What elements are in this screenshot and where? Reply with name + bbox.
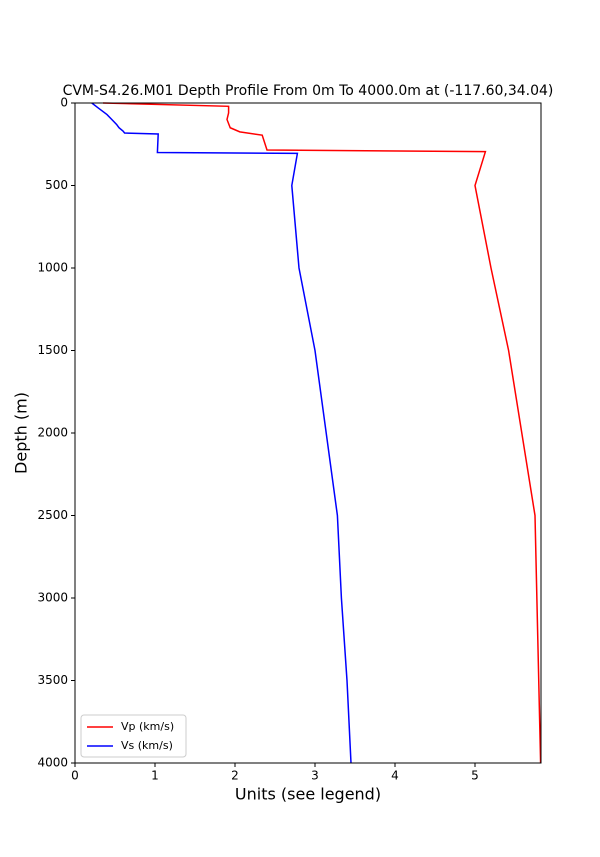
- x-tick-label: 1: [151, 769, 159, 783]
- legend-label: Vp (km/s): [121, 720, 174, 733]
- y-tick-label: 2500: [37, 508, 68, 522]
- series-line: [91, 102, 352, 764]
- x-tick-label: 3: [311, 769, 319, 783]
- series-line: [102, 102, 542, 764]
- y-tick-label: 0: [60, 96, 68, 110]
- y-tick-label: 3000: [37, 591, 68, 605]
- y-tick-label: 2000: [37, 426, 68, 440]
- plot-frame: [74, 102, 542, 764]
- x-tick-label: 4: [391, 769, 399, 783]
- x-tick-label: 0: [71, 769, 79, 783]
- chart-title: CVM-S4.26.M01 Depth Profile From 0m To 4…: [63, 83, 554, 99]
- x-tick-label: 2: [231, 769, 239, 783]
- y-tick-label: 500: [45, 178, 68, 192]
- legend-label: Vs (km/s): [121, 739, 173, 752]
- x-tick-label: 5: [471, 769, 479, 783]
- y-tick-label: 1000: [37, 261, 68, 275]
- y-axis-label: Depth (m): [12, 392, 31, 474]
- y-tick-label: 1500: [37, 343, 68, 357]
- y-tick-label: 4000: [37, 756, 68, 770]
- y-tick-label: 3500: [37, 673, 68, 687]
- x-axis-label: Units (see legend): [235, 785, 381, 804]
